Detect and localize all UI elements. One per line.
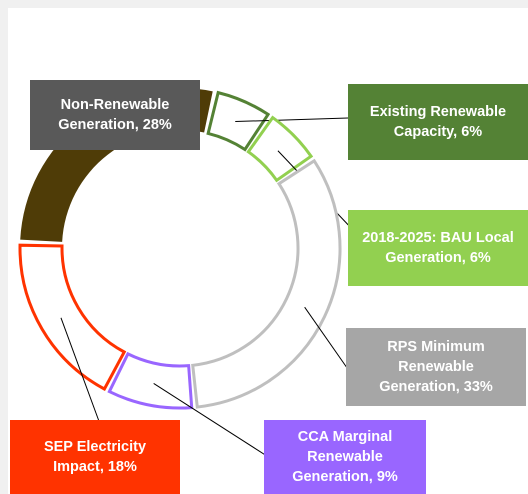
segment-label: Existing Renewable Capacity, 6% bbox=[348, 84, 528, 160]
segment-label: 2018-2025: BAU Local Generation, 6% bbox=[348, 210, 528, 286]
leader-line bbox=[153, 383, 271, 459]
segment-label: RPS Minimum Renewable Generation, 33% bbox=[346, 328, 526, 406]
donut-segment bbox=[18, 243, 127, 392]
segment-label: CCA Marginal Renewable Generation, 9% bbox=[264, 420, 426, 494]
donut-segment bbox=[191, 158, 342, 409]
segment-label: SEP Electricity Impact, 18% bbox=[10, 420, 180, 494]
leader-line bbox=[304, 306, 353, 376]
segment-label: Non-Renewable Generation, 28% bbox=[30, 80, 200, 150]
leader-line bbox=[235, 117, 349, 123]
leader-line bbox=[60, 317, 101, 425]
